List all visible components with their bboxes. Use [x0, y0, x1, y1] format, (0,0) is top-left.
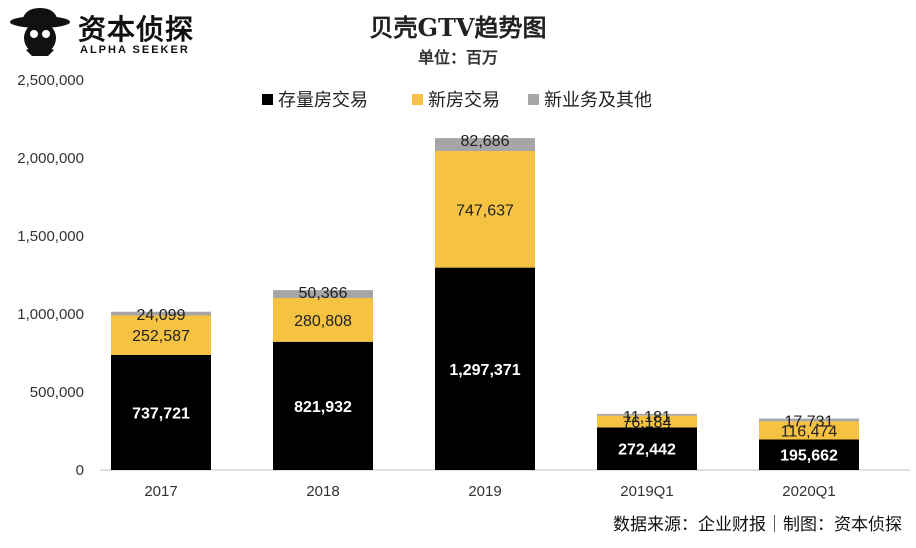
data-label: 272,442	[618, 442, 676, 459]
brand-tagline: ALPHA SEEKER	[80, 44, 190, 56]
data-label: 821,932	[294, 399, 352, 416]
bar-segment	[273, 290, 373, 298]
bar-segment	[759, 418, 859, 422]
data-label: 24,099	[137, 307, 186, 324]
data-label: 1,297,371	[449, 362, 520, 379]
bar-segment	[597, 427, 697, 470]
y-tick-label: 500,000	[30, 384, 84, 401]
data-label: 82,686	[461, 133, 510, 150]
chart-subtitle: 单位：百万	[417, 48, 498, 67]
y-tick-label: 1,500,000	[17, 228, 84, 245]
data-label: 747,637	[456, 202, 514, 219]
bar-segment	[759, 421, 859, 440]
data-label: 17,731	[785, 414, 834, 431]
bar-segment	[273, 341, 373, 470]
data-label: 737,721	[132, 405, 190, 422]
legend-swatch	[528, 94, 539, 105]
bar-segment	[435, 267, 535, 470]
data-label: 280,808	[294, 313, 352, 330]
y-tick-label: 2,500,000	[17, 72, 84, 89]
legend-swatch	[412, 94, 423, 105]
chart-title: 贝壳GTV趋势图	[369, 13, 547, 42]
bar-segment	[759, 439, 859, 470]
bar-segment	[597, 413, 697, 416]
source-note: 数据来源：企业财报｜制图：资本侦探	[613, 515, 902, 535]
bar-segment	[111, 354, 211, 470]
bar-segment	[111, 315, 211, 355]
brand-name: 资本侦探	[78, 13, 195, 46]
bar-segment	[111, 311, 211, 316]
data-label: 11,181	[623, 409, 671, 426]
data-label: 50,366	[299, 285, 348, 302]
data-label: 252,587	[132, 328, 190, 345]
data-label: 195,662	[780, 448, 838, 465]
x-tick-label: 2017	[144, 483, 177, 500]
x-tick-label: 2019	[468, 483, 501, 500]
legend-label: 新房交易	[428, 90, 500, 111]
y-tick-label: 2,000,000	[17, 150, 84, 167]
detective-icon	[10, 8, 70, 56]
legend-label: 新业务及其他	[544, 90, 652, 111]
x-tick-label: 2020Q1	[782, 483, 835, 500]
legend-label: 存量房交易	[278, 90, 368, 111]
bar-segment	[597, 415, 697, 428]
brand-logo: 资本侦探 ALPHA SEEKER	[8, 6, 208, 56]
data-label: 116,474	[781, 423, 838, 440]
bar-segment	[273, 297, 373, 342]
bar-segment	[435, 138, 535, 151]
x-tick-label: 2018	[306, 483, 339, 500]
y-tick-label: 1,000,000	[17, 306, 84, 323]
bar-segment	[435, 150, 535, 268]
y-tick-label: 0	[76, 462, 84, 479]
legend-swatch	[262, 94, 273, 105]
data-label: 76,184	[623, 415, 672, 432]
x-tick-label: 2019Q1	[620, 483, 673, 500]
